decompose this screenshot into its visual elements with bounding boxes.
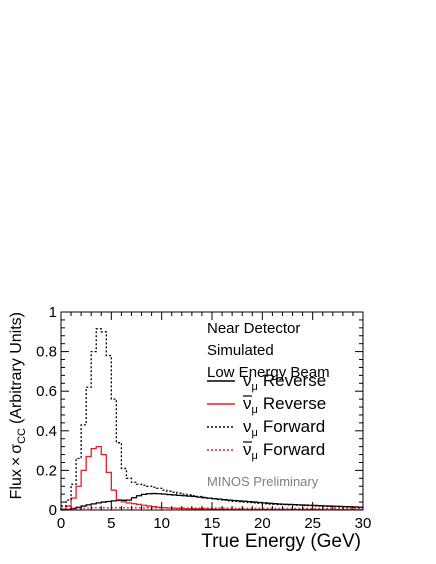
y-axis-label-sub: CC	[16, 428, 28, 444]
tick-labels-layer: 0 5 10 15 20 25 30 0 0.2 0.4 0.6 0.8 1	[36, 304, 371, 532]
legend-entry: νμ Reverse	[207, 371, 326, 393]
x-tick-label: 5	[107, 515, 115, 532]
legend-symbol: ν	[243, 417, 252, 436]
x-tick-label: 10	[153, 515, 170, 532]
annotation-simulated: Simulated	[207, 342, 274, 359]
ticks-layer	[60, 311, 364, 511]
y-axis-label-suffix: (Arbitrary Units)	[8, 312, 25, 424]
x-tick-label: 0	[57, 515, 65, 532]
y-axis-label-times: ×	[8, 457, 25, 466]
annotation-low-energy-beam: Low Energy Beam	[207, 364, 330, 381]
legend-label: νμ Reverse	[243, 371, 326, 393]
watermark: MINOS Preliminary	[207, 474, 319, 489]
legend-label: νμ Forward	[243, 440, 325, 462]
y-tick-label: 0	[49, 502, 57, 519]
y-tick-label: 0.2	[36, 462, 57, 479]
x-tick-label: 15	[204, 515, 221, 532]
legend-word: Forward	[263, 440, 325, 459]
legend-subscript: μ	[252, 404, 258, 416]
y-tick-label: 1	[49, 304, 57, 321]
y-tick-label: 0.4	[36, 423, 57, 440]
y-tick-label: 0.8	[36, 344, 57, 361]
legend-subscript: μ	[252, 427, 258, 439]
y-tick-label: 0.6	[36, 383, 57, 400]
legend-subscript: μ	[252, 450, 258, 462]
legend-entry: νμ Forward	[207, 440, 325, 462]
legend-symbol: ν	[243, 440, 252, 459]
annotations: Near Detector Simulated Low Energy Beam	[207, 320, 330, 381]
legend-word: Forward	[263, 417, 325, 436]
legend-entry: νμ Reverse	[207, 394, 326, 416]
x-tick-label: 25	[304, 515, 321, 532]
legend-entry: νμ Forward	[207, 417, 325, 439]
series-line-3	[60, 328, 363, 510]
x-axis-label: True Energy (GeV)	[201, 531, 361, 552]
legend-label: νμ Reverse	[243, 394, 326, 416]
x-tick-label: 30	[355, 515, 372, 532]
legend-label: νμ Forward	[243, 417, 325, 439]
legend-symbol: ν	[243, 394, 252, 413]
y-axis-label: Flux × σCC (Arbitrary Units)	[8, 312, 28, 499]
x-tick-label: 20	[254, 515, 271, 532]
legend-word: Reverse	[263, 394, 326, 413]
legend-subscript: μ	[252, 381, 258, 393]
y-axis-label-prefix: Flux	[8, 469, 25, 499]
legend-symbol: ν	[243, 371, 252, 390]
y-axis-label-sigma: σ	[8, 444, 25, 454]
annotation-near-detector: Near Detector	[207, 320, 300, 337]
legend-word: Reverse	[263, 371, 326, 390]
